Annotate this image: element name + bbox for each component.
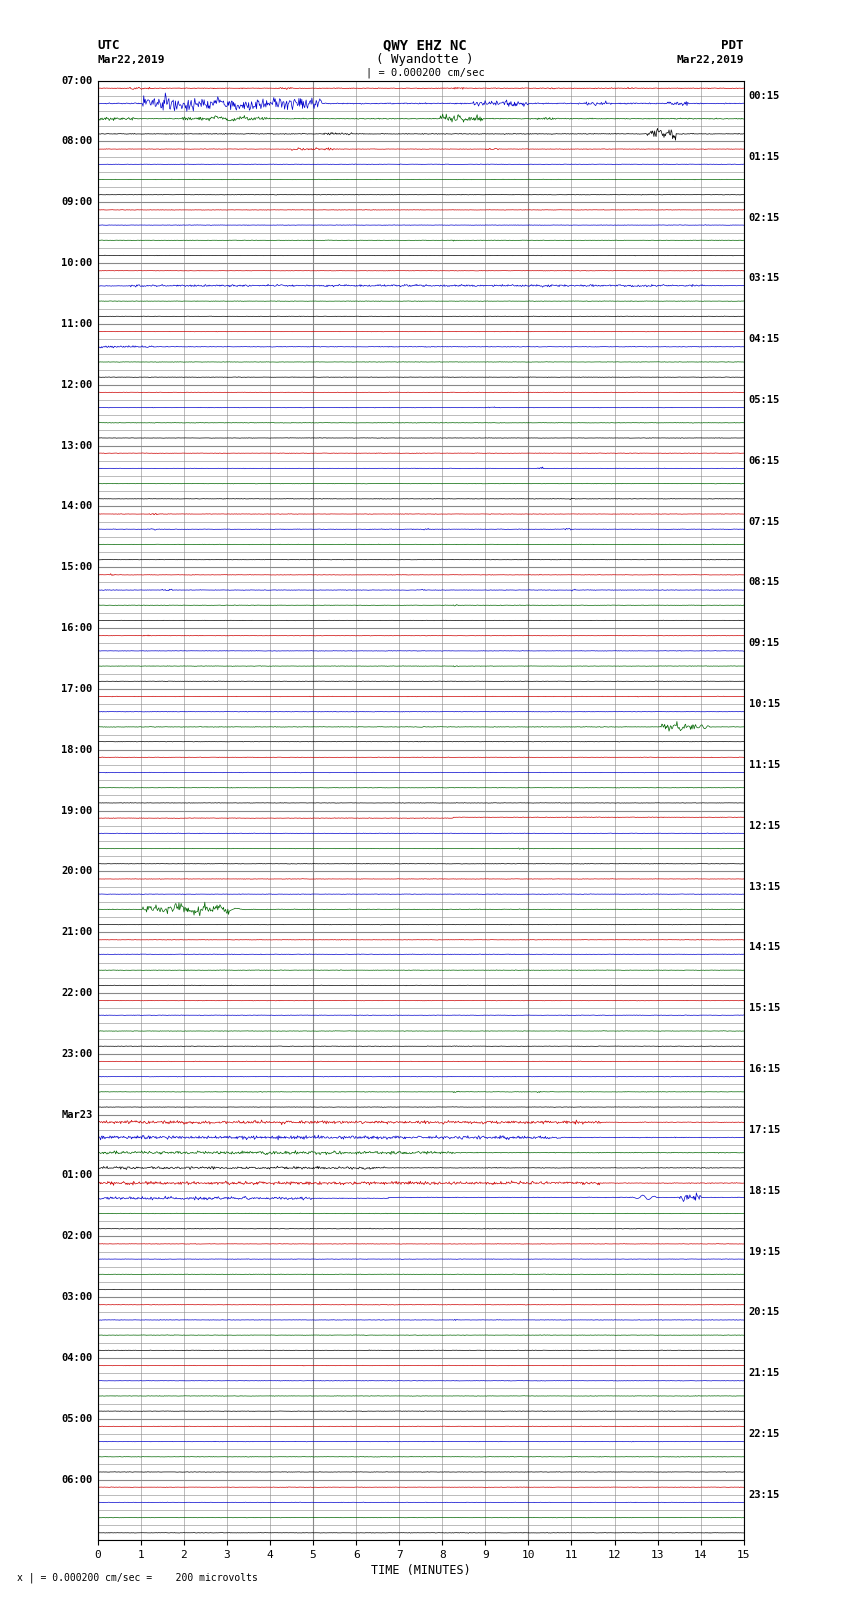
Text: 15:15: 15:15 (749, 1003, 780, 1013)
Text: 06:00: 06:00 (61, 1474, 93, 1484)
Text: ( Wyandotte ): ( Wyandotte ) (377, 53, 473, 66)
Text: 13:00: 13:00 (61, 440, 93, 450)
Text: 22:00: 22:00 (61, 989, 93, 998)
Text: 14:15: 14:15 (749, 942, 780, 952)
Text: UTC: UTC (98, 39, 120, 52)
Text: 14:00: 14:00 (61, 502, 93, 511)
Text: 07:15: 07:15 (749, 516, 780, 526)
Text: x | = 0.000200 cm/sec =    200 microvolts: x | = 0.000200 cm/sec = 200 microvolts (17, 1573, 258, 1582)
Text: 19:15: 19:15 (749, 1247, 780, 1257)
Text: 23:00: 23:00 (61, 1048, 93, 1058)
Text: 16:15: 16:15 (749, 1065, 780, 1074)
Text: 08:00: 08:00 (61, 137, 93, 147)
Text: 12:15: 12:15 (749, 821, 780, 831)
Text: 05:00: 05:00 (61, 1413, 93, 1424)
Text: 07:00: 07:00 (61, 76, 93, 85)
Text: 03:15: 03:15 (749, 273, 780, 284)
Text: QWY EHZ NC: QWY EHZ NC (383, 39, 467, 52)
Text: 01:00: 01:00 (61, 1171, 93, 1181)
Text: Mar23: Mar23 (61, 1110, 93, 1119)
Text: 18:15: 18:15 (749, 1186, 780, 1195)
X-axis label: TIME (MINUTES): TIME (MINUTES) (371, 1565, 471, 1578)
Text: 09:00: 09:00 (61, 197, 93, 208)
Text: 12:00: 12:00 (61, 379, 93, 390)
Text: 00:15: 00:15 (749, 90, 780, 102)
Text: 02:15: 02:15 (749, 213, 780, 223)
Text: 15:00: 15:00 (61, 563, 93, 573)
Text: 17:00: 17:00 (61, 684, 93, 694)
Text: 13:15: 13:15 (749, 882, 780, 892)
Text: 21:15: 21:15 (749, 1368, 780, 1378)
Text: 11:15: 11:15 (749, 760, 780, 769)
Text: 23:15: 23:15 (749, 1490, 780, 1500)
Text: Mar22,2019: Mar22,2019 (677, 55, 744, 65)
Text: 02:00: 02:00 (61, 1231, 93, 1242)
Text: 22:15: 22:15 (749, 1429, 780, 1439)
Text: 19:00: 19:00 (61, 805, 93, 816)
Text: 08:15: 08:15 (749, 577, 780, 587)
Text: 20:00: 20:00 (61, 866, 93, 876)
Text: 01:15: 01:15 (749, 152, 780, 161)
Text: 18:00: 18:00 (61, 745, 93, 755)
Text: 11:00: 11:00 (61, 319, 93, 329)
Text: 10:00: 10:00 (61, 258, 93, 268)
Text: 10:15: 10:15 (749, 698, 780, 710)
Text: PDT: PDT (722, 39, 744, 52)
Text: 17:15: 17:15 (749, 1124, 780, 1136)
Text: 04:15: 04:15 (749, 334, 780, 344)
Text: 04:00: 04:00 (61, 1353, 93, 1363)
Text: | = 0.000200 cm/sec: | = 0.000200 cm/sec (366, 68, 484, 77)
Text: 03:00: 03:00 (61, 1292, 93, 1302)
Text: 05:15: 05:15 (749, 395, 780, 405)
Text: 09:15: 09:15 (749, 639, 780, 648)
Text: 21:00: 21:00 (61, 927, 93, 937)
Text: 20:15: 20:15 (749, 1307, 780, 1318)
Text: 16:00: 16:00 (61, 623, 93, 632)
Text: 06:15: 06:15 (749, 456, 780, 466)
Text: Mar22,2019: Mar22,2019 (98, 55, 165, 65)
